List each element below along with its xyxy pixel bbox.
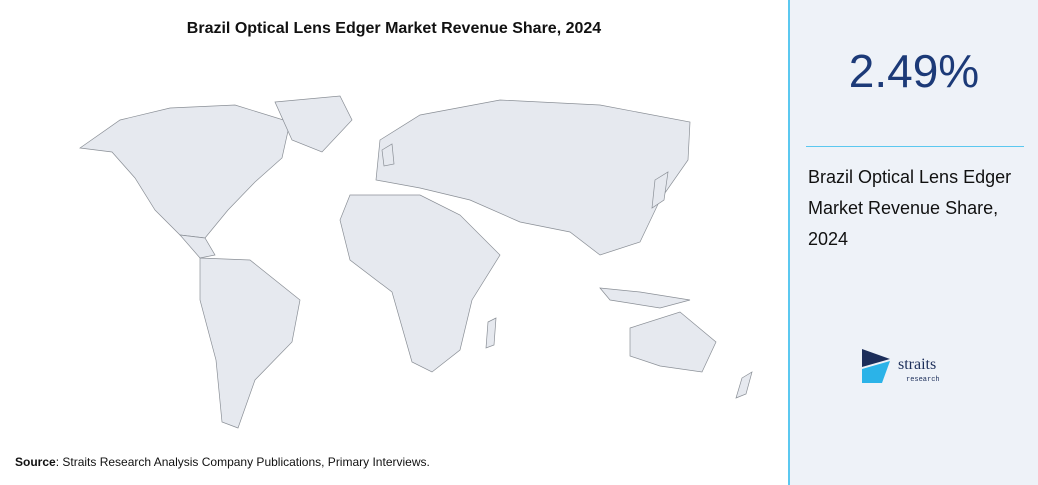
indonesia xyxy=(599,287,691,309)
madagascar xyxy=(485,317,497,349)
japan xyxy=(651,171,669,209)
new-zealand xyxy=(735,371,753,399)
north-america xyxy=(79,104,291,239)
central-america xyxy=(179,234,216,259)
africa xyxy=(339,194,501,373)
logo: straits research xyxy=(862,349,940,384)
source-label: Source xyxy=(15,455,56,469)
logo-tagline: research xyxy=(906,376,940,384)
stat-description: Brazil Optical Lens Edger Market Revenue… xyxy=(808,167,1012,249)
south-america xyxy=(199,257,301,429)
logo-name: straits xyxy=(898,356,936,373)
stat-panel: 2.49% Brazil Optical Lens Edger Market R… xyxy=(788,0,1038,485)
australia xyxy=(629,311,717,373)
stat-value: 2.49% xyxy=(848,45,980,97)
divider xyxy=(806,146,1024,147)
source-text: : Straits Research Analysis Company Publ… xyxy=(55,455,430,469)
world-map xyxy=(79,95,753,429)
uk xyxy=(381,143,395,167)
title: Brazil Optical Lens Edger Market Revenue… xyxy=(186,20,602,37)
logo-mark xyxy=(862,361,890,383)
logo-mark xyxy=(862,349,890,367)
source: Source: Straits Research Analysis Compan… xyxy=(15,455,430,469)
eurasia xyxy=(375,99,691,256)
greenland xyxy=(274,95,353,153)
